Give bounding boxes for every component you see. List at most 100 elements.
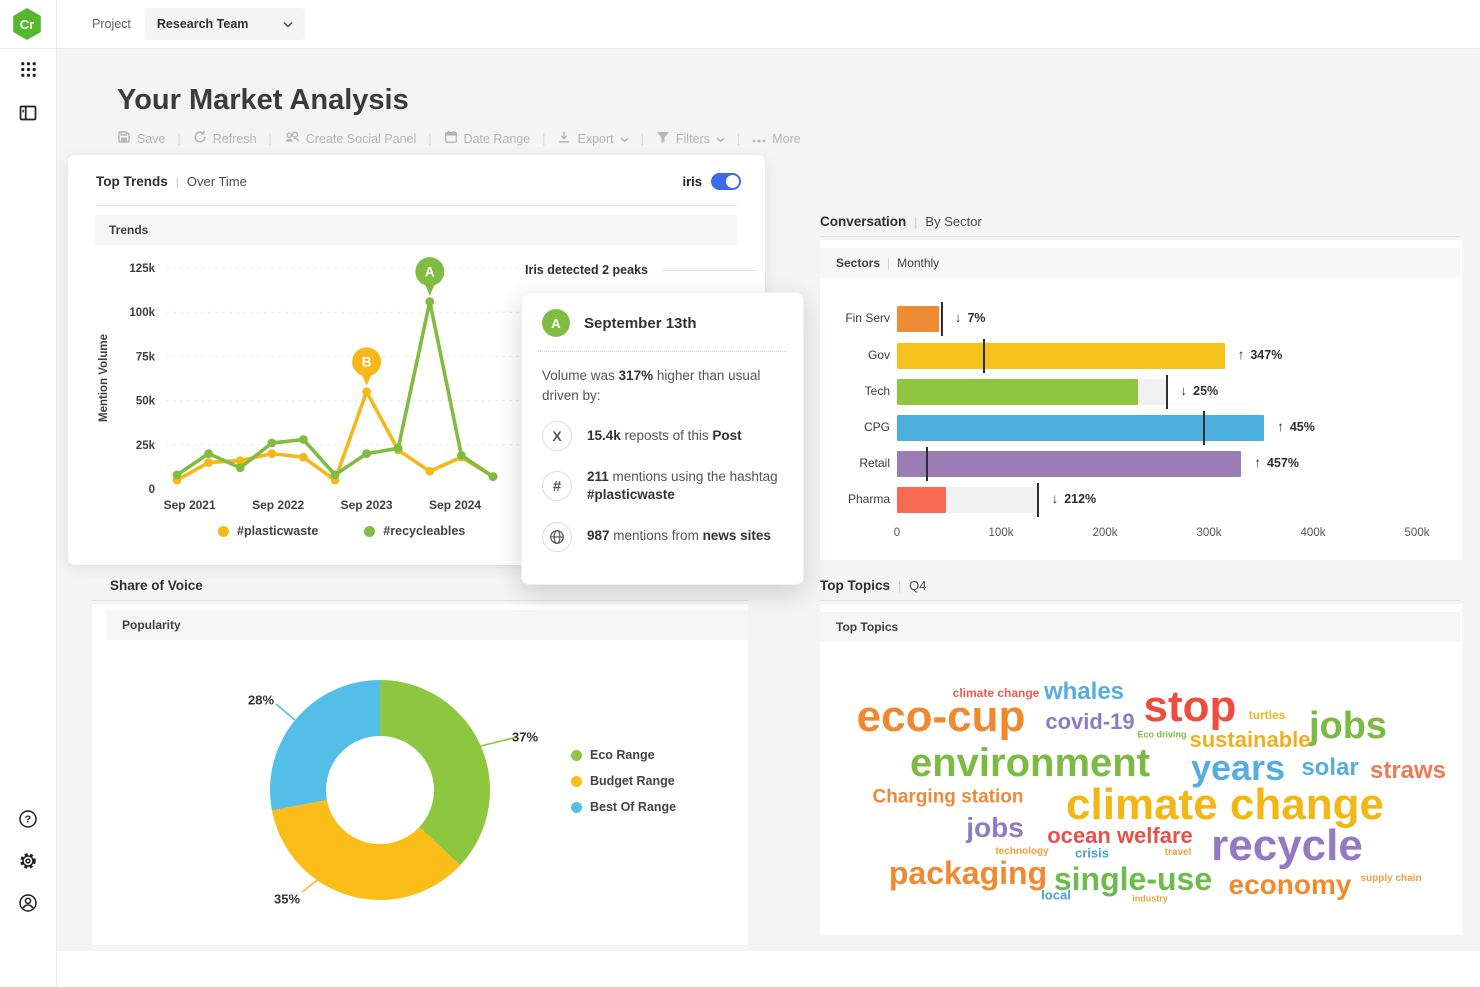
sectors-panel-bar: Sectors | Monthly — [820, 248, 1460, 278]
topic-word-packaging[interactable]: packaging — [888, 855, 1048, 891]
topic-word-recycle[interactable]: recycle — [1211, 821, 1363, 870]
topic-word-eco-driving[interactable]: Eco driving — [1137, 729, 1187, 740]
peak-driver-item: 987 mentions from news sites — [542, 521, 783, 552]
toolbar-more-button[interactable]: More — [752, 132, 801, 146]
topic-word-technology[interactable]: technology — [995, 846, 1049, 857]
topic-word-crisis[interactable]: crisis — [1075, 845, 1109, 861]
toolbar-refresh-button[interactable]: Refresh — [193, 130, 257, 147]
topic-word-charging-station[interactable]: Charging station — [872, 786, 1024, 808]
peak-a-badge: A — [542, 309, 570, 337]
iris-toggle[interactable] — [711, 173, 741, 190]
account-icon[interactable] — [17, 892, 39, 914]
sector-bar[interactable] — [897, 487, 946, 513]
sector-bar[interactable] — [897, 451, 1242, 477]
iris-label: iris — [682, 174, 702, 189]
donut-slice-budget-range[interactable] — [270, 680, 490, 900]
sector-change-label: ↑ 45% — [1277, 419, 1315, 434]
label-leader-line — [275, 703, 296, 721]
topic-word-jobs[interactable]: jobs — [1308, 705, 1388, 747]
topic-word-sustainable[interactable]: sustainable — [1189, 727, 1311, 752]
arrow-up-icon: ↑ — [1254, 455, 1261, 470]
toolbar-create-social-panel-button[interactable]: Create Social Panel — [284, 130, 416, 147]
peak-marker-a[interactable]: A — [415, 257, 445, 296]
top-topics-header: Top Topics | Q4 — [820, 578, 926, 593]
sector-change-label: ↑ 457% — [1254, 455, 1299, 470]
toolbar-label: Export — [577, 131, 614, 146]
apps-grid-icon[interactable] — [17, 58, 39, 80]
section-divider — [820, 600, 1460, 601]
data-point — [457, 451, 466, 460]
topic-word-climate-change[interactable]: climate change — [952, 686, 1040, 700]
topic-word-turtles[interactable]: turtles — [1248, 708, 1286, 722]
legend-item-recycleables[interactable]: #recycleables — [364, 524, 465, 538]
data-point — [362, 449, 371, 459]
legend-item-best-of-range[interactable]: Best Of Range — [571, 800, 676, 814]
legend-item-plasticwaste[interactable]: #plasticwaste — [218, 524, 318, 538]
title-separator: | — [175, 174, 179, 189]
side-panel-icon[interactable] — [17, 102, 39, 124]
legend-label: #recycleables — [383, 524, 466, 538]
sector-bar[interactable] — [897, 379, 1139, 405]
sector-change-label: ↓ 212% — [1051, 491, 1097, 506]
toolbar-save-button[interactable]: Save — [117, 130, 166, 147]
title-separator: | — [914, 214, 918, 229]
topic-word-ocean-welfare[interactable]: ocean welfare — [1047, 823, 1193, 848]
app-logo[interactable]: Cr — [13, 8, 41, 40]
topic-word-years[interactable]: years — [1190, 747, 1286, 788]
data-point — [488, 472, 498, 482]
legend-item-budget-range[interactable]: Budget Range — [571, 774, 676, 788]
data-point — [299, 435, 308, 444]
chevron-down-icon — [620, 132, 629, 146]
settings-icon[interactable] — [17, 850, 39, 872]
save-icon — [117, 130, 131, 147]
toolbar-label: Filters — [675, 131, 710, 146]
trends-panel-bar: Trends — [95, 215, 737, 245]
topic-word-industry[interactable]: industry — [1132, 893, 1168, 904]
sidebar-divider — [0, 48, 56, 49]
topic-word-solar[interactable]: solar — [1301, 754, 1359, 781]
legend-label: Eco Range — [590, 748, 655, 762]
recycleables-series[interactable] — [172, 297, 498, 482]
refresh-icon — [193, 130, 207, 147]
topic-word-single-use[interactable]: single-use — [1053, 861, 1213, 897]
page-title: Your Market Analysis — [117, 84, 409, 116]
topic-word-economy[interactable]: economy — [1228, 869, 1352, 900]
conversation-subtitle: By Sector — [925, 214, 982, 229]
topic-word-whales[interactable]: whales — [1043, 678, 1125, 705]
topic-word-environment[interactable]: environment — [909, 741, 1151, 785]
toolbar-separator: | — [428, 131, 432, 146]
conversation-header: Conversation | By Sector — [820, 214, 982, 229]
topic-word-covid-19[interactable]: covid-19 — [1045, 709, 1135, 734]
sector-bar[interactable] — [897, 343, 1225, 369]
toolbar-filters-button[interactable]: Filters — [656, 131, 725, 147]
sector-bar[interactable] — [897, 306, 939, 332]
section-divider — [820, 236, 1460, 237]
topic-word-travel[interactable]: travel — [1164, 847, 1192, 858]
data-point — [267, 438, 277, 448]
toolbar-date-range-button[interactable]: Date Range — [444, 130, 530, 147]
donut-slice-best-of-range[interactable] — [270, 680, 490, 900]
sector-bar[interactable] — [897, 415, 1265, 441]
share-of-voice-header: Share of Voice — [110, 578, 203, 593]
project-selector[interactable]: Research Team — [144, 8, 305, 40]
topic-word-supply-chain[interactable]: supply chain — [1360, 873, 1422, 884]
topic-word-eco-cup[interactable]: eco-cup — [856, 692, 1026, 741]
donut-pct-label: 28% — [247, 692, 275, 708]
x-axis-tick: 0 — [893, 527, 901, 539]
toolbar-export-button[interactable]: Export — [557, 130, 629, 147]
topic-word-climate-change[interactable]: climate change — [1066, 780, 1384, 829]
legend-label: #plasticwaste — [237, 524, 319, 538]
arrow-up-icon: ↑ — [1237, 347, 1245, 362]
help-icon[interactable]: ? — [17, 808, 39, 830]
x-axis-tick: Sep 2022 — [252, 498, 304, 512]
topic-word-jobs[interactable]: jobs — [966, 812, 1024, 843]
legend-item-eco-range[interactable]: Eco Range — [571, 748, 676, 762]
sector-bar-chart: Fin Serv ↓ 7% Gov ↑ 347% Tech ↓ 25% CPG ↑ 45% Retail… — [820, 238, 1462, 560]
iris-peaks-note: Iris detected 2 peaks — [525, 263, 756, 277]
peak-driver-item: X 15.4k reposts of this Post — [542, 421, 783, 452]
sector-label: CPG — [863, 420, 890, 434]
topic-word-straws[interactable]: straws — [1369, 757, 1447, 784]
topic-word-stop[interactable]: stop — [1143, 682, 1237, 731]
topic-word-local[interactable]: local — [1041, 887, 1071, 903]
peak-marker-b[interactable]: B — [352, 347, 382, 386]
